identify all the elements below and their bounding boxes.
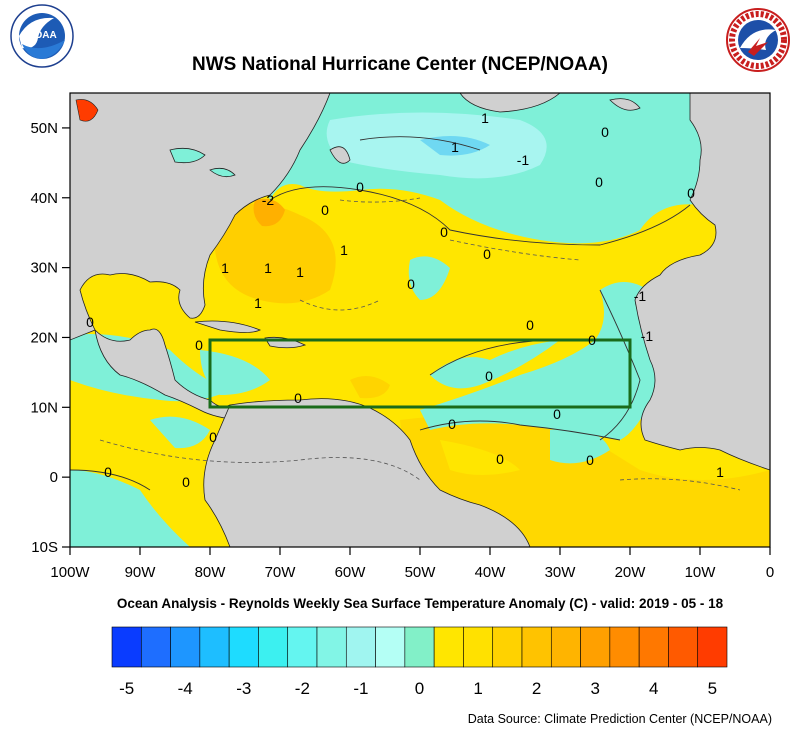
contour-label: 1 [254, 295, 262, 311]
colorbar-cell [199, 626, 230, 668]
contour-label: 0 [483, 246, 491, 262]
contour-label: 0 [485, 368, 493, 384]
colorbar-label: 1 [473, 679, 482, 698]
nws-logo [726, 8, 790, 72]
noaa-logo-text: NOAA [27, 30, 56, 41]
contour-label: 0 [687, 185, 695, 201]
contour-label: 1 [296, 264, 304, 280]
contour-label: 0 [321, 202, 329, 218]
contour-label: 0 [104, 464, 112, 480]
contour-label: 0 [440, 224, 448, 240]
lon-tick-label: 30W [545, 564, 577, 581]
page-title: NWS National Hurricane Center (NCEP/NOAA… [192, 54, 608, 75]
lon-tick-label: 50W [405, 564, 437, 581]
colorbar-cell [463, 626, 494, 668]
contour-label: 1 [264, 260, 272, 276]
colorbar-label: 5 [708, 679, 717, 698]
contour-label: 1 [221, 260, 229, 276]
contour-label: -1 [634, 288, 647, 304]
colorbar-cell [550, 626, 581, 668]
contour-label: 0 [595, 174, 603, 190]
land-masses [70, 93, 770, 547]
lon-tick-label: 60W [335, 564, 367, 581]
lat-tick-label: 40N [30, 190, 58, 207]
colorbar-cell [170, 626, 201, 668]
colorbar-label: 2 [532, 679, 541, 698]
lon-tick-label: 20W [615, 564, 647, 581]
lat-tick-label: 20N [30, 329, 58, 346]
contour-label: 0 [294, 390, 302, 406]
highlight-box [208, 338, 632, 409]
colorbar-cell [111, 626, 142, 668]
colorbar-label: 4 [649, 679, 658, 698]
lat-tick-label: 10S [31, 539, 58, 556]
colorbar-cell [492, 626, 523, 668]
contour-label: 0 [553, 406, 561, 422]
colorbar-cell [433, 626, 464, 668]
lon-tick-label: 40W [475, 564, 507, 581]
colorbar-label: 0 [415, 679, 424, 698]
contour-label: 1 [451, 139, 459, 155]
colorbar-label: -3 [236, 679, 251, 698]
contour-labels: 0 0 0 0 0 0 0 0 0 0 0 0 0 0 0 0 0 0 0 0 0 -1 -1 -2 -1 1 1 1 1 1 1 1 1 [86, 110, 724, 490]
colorbar-label: -4 [178, 679, 193, 698]
contour-label: 1 [716, 464, 724, 480]
contour-label: -2 [262, 192, 275, 208]
lon-tick-label: 0 [766, 564, 774, 581]
colorbar-cell [258, 626, 289, 668]
data-source: Data Source: Climate Prediction Center (… [467, 712, 772, 726]
colorbar-label: -2 [295, 679, 310, 698]
lon-tick-label: 10W [685, 564, 717, 581]
contour-label: 0 [588, 332, 596, 348]
contour-label: -1 [641, 328, 654, 344]
contour-label: 0 [526, 317, 534, 333]
colorbar-cell [697, 626, 728, 668]
colorbar-cell [345, 626, 376, 668]
colorbar-cell [140, 626, 171, 668]
contour-label: 0 [586, 452, 594, 468]
contour-label: 0 [86, 314, 94, 330]
contour-label: 0 [407, 276, 415, 292]
contour-label: 1 [481, 110, 489, 126]
colorbar-cell [609, 626, 640, 668]
map-subtitle: Ocean Analysis - Reynolds Weekly Sea Sur… [116, 596, 724, 611]
lat-tick-label: 50N [30, 120, 58, 137]
latitude-axis: 50N 40N 30N 20N 10N 0 10S [30, 120, 70, 556]
colorbar-label: 3 [590, 679, 599, 698]
colorbar-cell [521, 626, 552, 668]
contour-label: -1 [517, 152, 530, 168]
colorbar-cell [287, 626, 318, 668]
contour-label: 0 [209, 429, 217, 445]
contour-label: 1 [340, 242, 348, 258]
colorbar-cell [404, 626, 435, 668]
noaa-logo: NOAA [10, 4, 74, 68]
colorbar: -5 -4 -3 -2 -1 0 1 2 3 4 5 [111, 626, 728, 698]
colorbar-label: -5 [119, 679, 134, 698]
colorbar-label: -1 [353, 679, 368, 698]
longitude-axis: 100W 90W 80W 70W 60W 50W 40W 30W 20W 10W 0 [50, 547, 774, 581]
colorbar-cell [580, 626, 611, 668]
lat-tick-label: 30N [30, 260, 58, 277]
colorbar-cell [228, 626, 259, 668]
contour-label: 0 [496, 451, 504, 467]
colorbar-cell [638, 626, 669, 668]
lon-tick-label: 90W [125, 564, 157, 581]
colorbar-cell [316, 626, 347, 668]
lon-tick-label: 80W [195, 564, 227, 581]
contour-label: 0 [601, 124, 609, 140]
ocean-negative-anomaly-east [420, 282, 660, 440]
contour-label: 0 [448, 416, 456, 432]
lon-tick-label: 70W [265, 564, 297, 581]
contour-label: 0 [195, 337, 203, 353]
lon-tick-label: 100W [50, 564, 90, 581]
contour-label: 0 [356, 179, 364, 195]
contour-label: 0 [182, 474, 190, 490]
lat-tick-label: 10N [30, 399, 58, 416]
colorbar-cell [668, 626, 699, 668]
colorbar-cell [375, 626, 406, 668]
lat-tick-label: 0 [50, 469, 58, 486]
